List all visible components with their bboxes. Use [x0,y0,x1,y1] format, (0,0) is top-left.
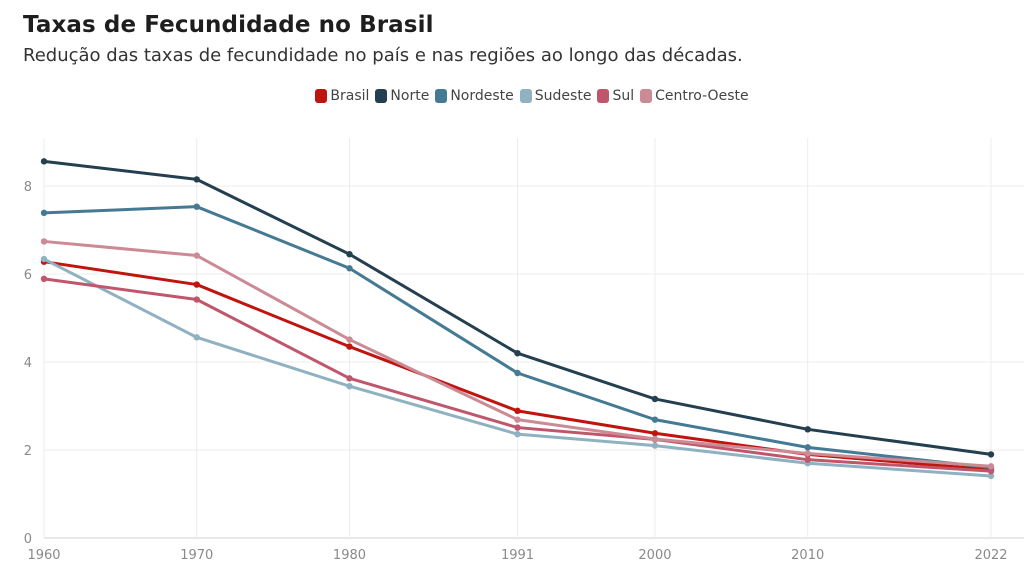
legend-label: Nordeste [450,88,514,104]
x-tick-label: 1960 [27,548,60,563]
legend-item-sul[interactable]: Sul [597,88,634,104]
data-point-sudeste[interactable] [987,472,995,480]
x-tick-label: 1991 [501,548,534,563]
x-tick-label: 1980 [333,548,366,563]
legend-label: Sudeste [534,88,592,104]
data-point-norte[interactable] [193,176,200,183]
y-tick-label: 4 [24,356,32,371]
legend-label: Norte [390,88,430,104]
data-point-brasil[interactable] [651,430,659,437]
data-point-sul[interactable] [514,424,521,431]
data-point-sudeste[interactable] [193,334,200,341]
y-tick-label: 8 [24,180,32,195]
data-point-norte[interactable] [346,251,353,258]
data-point-centro-oeste[interactable] [651,435,659,443]
x-axis-ticks: 1960 1970 1980 1991 2000 2010 2022 [27,548,1007,563]
series-centro-oeste [40,238,995,470]
gridlines [43,138,1024,539]
data-point-centro-oeste[interactable] [346,336,353,343]
data-point-norte[interactable] [40,158,48,165]
data-point-centro-oeste[interactable] [193,252,200,259]
data-point-sudeste[interactable] [514,430,521,438]
y-tick-label: 6 [24,268,32,283]
data-point-nordeste[interactable] [514,369,521,377]
data-point-nordeste[interactable] [40,209,48,217]
legend-item-nordeste[interactable]: Nordeste [435,88,514,104]
x-tick-label: 2022 [974,548,1007,563]
legend-swatch [375,89,388,103]
legend-swatch [315,89,328,103]
data-point-norte[interactable] [987,451,995,458]
y-tick-label: 0 [24,532,32,547]
legend-label: Centro-Oeste [655,88,749,104]
series-norte [40,158,995,458]
legend-label: Brasil [330,88,370,104]
legend-label: Sul [612,88,635,104]
data-point-norte[interactable] [804,426,811,433]
data-point-sudeste[interactable] [346,383,353,390]
x-tick-label: 2000 [638,548,671,563]
legend-item-brasil[interactable]: Brasil [315,88,369,104]
data-point-norte[interactable] [651,395,659,403]
series-lines [40,158,995,480]
data-point-nordeste[interactable] [804,444,811,451]
legend-item-sudeste[interactable]: Sudeste [519,88,592,104]
legend: Brasil Norte Nordeste Sudeste Sul Centro-Oest… [0,88,1024,104]
data-point-brasil[interactable] [514,407,521,415]
data-point-nordeste[interactable] [193,203,200,210]
legend-item-centro-oeste[interactable]: Centro-Oeste [640,88,749,104]
legend-swatch [640,89,653,103]
data-point-sudeste[interactable] [40,255,48,263]
x-tick-label: 2010 [791,548,824,563]
y-axis-ticks: 0 2 4 6 8 [24,180,32,547]
data-point-brasil[interactable] [193,281,200,288]
data-point-sul[interactable] [987,467,995,475]
legend-swatch [519,89,532,103]
data-point-sul[interactable] [193,296,200,303]
y-tick-label: 2 [24,444,32,459]
data-point-norte[interactable] [514,350,521,357]
data-point-brasil[interactable] [346,343,353,350]
legend-swatch [597,89,610,103]
data-point-sul[interactable] [804,456,811,463]
data-point-sul[interactable] [40,275,48,283]
data-point-centro-oeste[interactable] [40,238,48,245]
series-sudeste [40,255,995,480]
chart-subtitle: Redução das taxas de fecundidade no país… [23,45,743,66]
legend-swatch [435,89,448,103]
x-tick-label: 1970 [180,548,213,563]
data-point-nordeste[interactable] [346,265,353,272]
data-point-centro-oeste[interactable] [987,463,995,470]
data-point-sul[interactable] [346,375,353,382]
data-point-centro-oeste[interactable] [514,416,521,423]
data-point-centro-oeste[interactable] [804,450,811,457]
data-point-nordeste[interactable] [651,416,659,423]
data-point-sudeste[interactable] [651,442,659,449]
legend-item-norte[interactable]: Norte [375,88,429,104]
chart-title: Taxas de Fecundidade no Brasil [23,12,434,38]
